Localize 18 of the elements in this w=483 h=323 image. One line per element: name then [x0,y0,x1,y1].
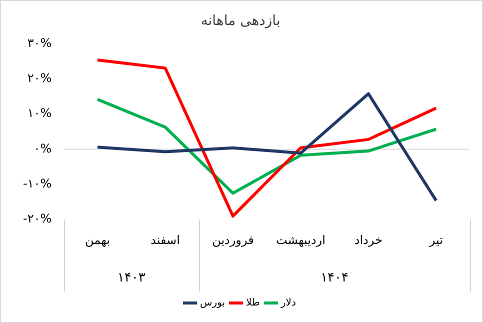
y-tick-label: -۲۰% [23,212,52,226]
x-tick-label: خرداد [354,232,382,247]
y-tick-label: -۱۰% [23,176,52,191]
x-tick-label: اردیبهشت [276,232,326,247]
legend-label: دلار [280,298,296,309]
y-tick-label: ۲۰% [27,71,52,86]
text: ۱۴۰۴ [320,270,349,286]
x-tick-label: بهمن [85,232,110,247]
y-tick-label: ۱۰% [27,106,52,120]
x-tick-label: اسفند [150,232,180,247]
y-tick-label: ۳۰% [27,36,52,50]
text: ۱۴۰۳ [117,270,146,286]
chart-title: بازدهی ماهانه [200,13,280,30]
legend-label: طلا [246,298,260,309]
legend-label: بورس [200,298,226,309]
x-tick-label: تیر [428,232,443,247]
x-tick-label: فروردین [212,232,254,247]
y-tick-label: ۰% [34,141,52,156]
